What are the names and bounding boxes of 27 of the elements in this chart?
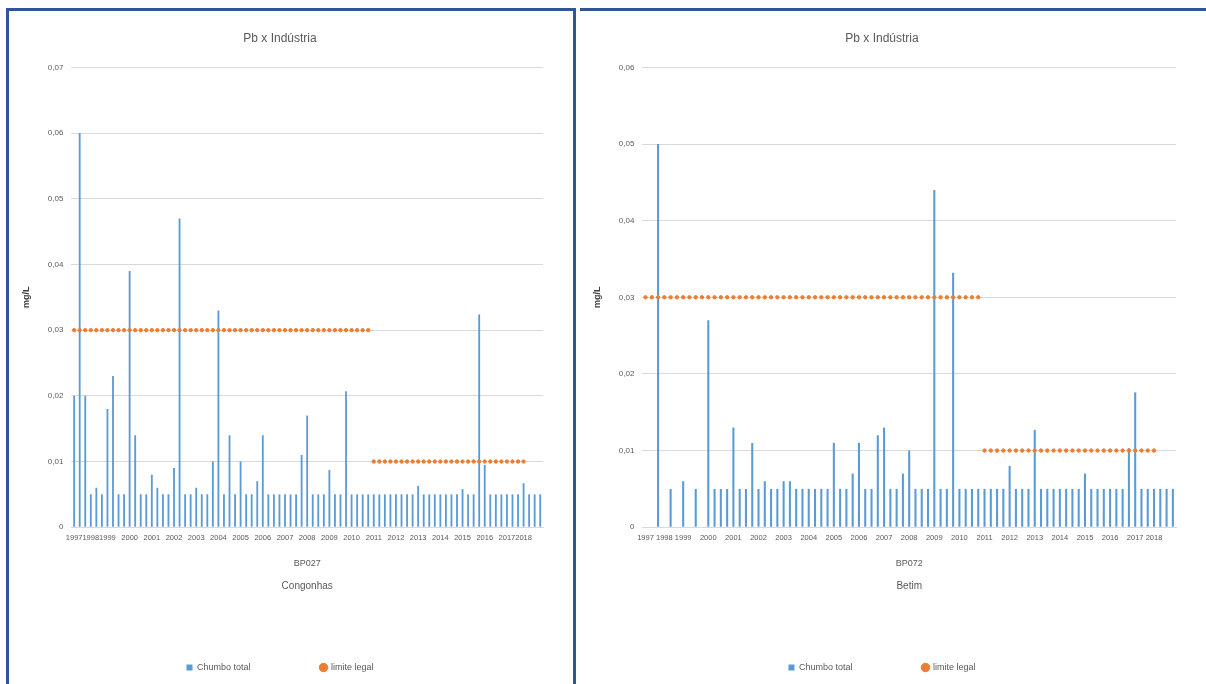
- y-tick-label: 0,02: [47, 391, 64, 401]
- legend-label: Chumbo total: [196, 661, 251, 672]
- y-tick-label: 0,03: [618, 292, 635, 302]
- y-tick-label: 0,07: [47, 62, 64, 72]
- y-tick-label: 0,04: [47, 259, 64, 269]
- y-tick-label: 0,06: [618, 62, 635, 72]
- y-tick-label: 0,05: [618, 139, 635, 149]
- chart-title: Pb x Indústria: [243, 30, 318, 45]
- text: Congonhas: [281, 579, 333, 591]
- x-axis-title: BP072: [895, 558, 923, 569]
- y-tick-label: 0,05: [47, 193, 64, 203]
- y-tick-label: 0: [629, 522, 635, 532]
- legend-label: limite legal: [331, 661, 374, 672]
- y-tick-label: 0,06: [47, 128, 64, 138]
- chart-title: Pb x Indústria: [845, 30, 920, 45]
- legend-label: Chumbo total: [798, 661, 853, 672]
- y-axis-title: mg/L: [20, 286, 31, 309]
- y-tick-label: 0,01: [618, 445, 635, 455]
- legend-label: limite legal: [933, 661, 976, 672]
- y-tick-label: 0,02: [618, 369, 635, 379]
- y-tick-label: 0,03: [47, 325, 64, 335]
- y-tick-label: 0,04: [618, 215, 635, 225]
- text: Betim: [896, 579, 922, 591]
- y-tick-label: 0: [58, 522, 64, 532]
- x-axis-title: BP027: [293, 558, 321, 569]
- y-axis-title: mg/L: [591, 286, 602, 309]
- y-tick-label: 0,01: [47, 456, 64, 466]
